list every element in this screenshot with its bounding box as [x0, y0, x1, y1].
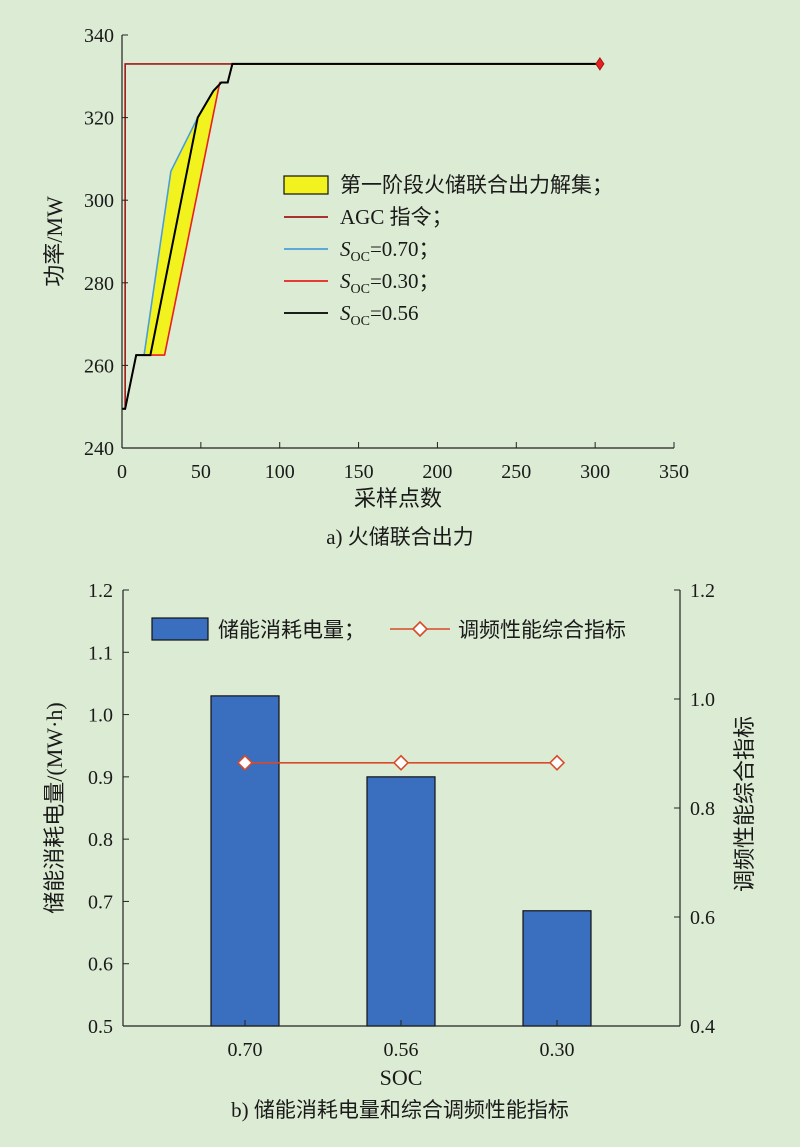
y-tick-label: 0.8: [88, 829, 113, 851]
chart-b-index-line: [236, 754, 566, 771]
legend-label-4: SOC=0.56: [340, 301, 419, 329]
y-tick-label: 260: [84, 355, 114, 377]
legend-swatch-area: [283, 175, 329, 195]
chart-b-ticks: 0.5 0.6 0.7 0.8 0.9 1.0 1.1 1.2 0.4 0.6 0.8 1.0 1.2 0…: [88, 580, 715, 1061]
y-tick-label: 1.2: [88, 580, 113, 602]
chart-b-y2-axis-label: 调频性能综合指标: [732, 716, 757, 892]
chart-a: 0 50 100 150 200 250 300 350240260280300320340 …: [42, 25, 689, 549]
x-tick-label: 0.56: [384, 1039, 419, 1061]
y2-tick-label: 0.6: [690, 907, 715, 929]
x-tick-label: 0.30: [540, 1039, 575, 1061]
y2-tick-label: 1.2: [690, 580, 715, 602]
chart-a-lines: [122, 57, 605, 410]
legend-label-0: 第一阶段火储联合出力解集；: [340, 173, 613, 197]
x-tick-label: 250: [501, 461, 531, 483]
chart-a-x-axis-label: 采样点数: [354, 486, 442, 511]
x-tick-label: 0.70: [228, 1039, 263, 1061]
legend-label-main: S: [340, 301, 351, 325]
chart-b: 0.5 0.6 0.7 0.8 0.9 1.0 1.1 1.2 0.4 0.6 0.8 1.0 1.2 0…: [42, 580, 757, 1122]
y-tick-label: 1.1: [88, 642, 113, 664]
series-line-1: [122, 63, 600, 410]
x-tick-label: 100: [265, 461, 295, 483]
series-line-2: [122, 63, 600, 410]
chart-a-solution-band: [136, 82, 222, 356]
chart-b-x-axis-label: SOC: [380, 1065, 423, 1090]
x-tick-label: 300: [580, 461, 610, 483]
legend-label-2: SOC=0.70；: [340, 237, 440, 265]
legend-label-3: SOC=0.30；: [340, 269, 440, 297]
series-line-3: [122, 62, 600, 410]
solution-set-area: [136, 82, 222, 356]
legend-label-rest: =0.56: [370, 301, 419, 325]
series-line-0: [122, 63, 600, 410]
y2-tick-label: 1.0: [690, 689, 715, 711]
y-tick-label: 0.9: [88, 767, 113, 789]
legend-label-sub: OC: [351, 250, 370, 265]
chart-b-bars: [210, 695, 592, 1027]
bar-soc-0.70: [210, 695, 280, 1027]
bar-soc-0.30: [522, 910, 592, 1027]
y2-tick-label: 0.4: [690, 1016, 715, 1038]
end-marker: [595, 57, 605, 71]
legend-label-index: 调频性能综合指标: [458, 618, 626, 642]
chart-b-legend: 储能消耗电量； 调频性能综合指标: [151, 617, 626, 642]
x-tick-label: 200: [422, 461, 452, 483]
y-tick-label: 300: [84, 190, 114, 212]
bar-soc-0.56: [366, 776, 436, 1027]
legend-swatch-bar: [151, 617, 209, 641]
y-tick-label: 0.5: [88, 1016, 113, 1038]
y-tick-label: 0.7: [88, 891, 113, 913]
chart-b-y-axis-label: 储能消耗电量/(MW·h): [42, 702, 67, 913]
x-tick-label: 350: [659, 461, 689, 483]
legend-label-energy: 储能消耗电量；: [218, 618, 365, 642]
chart-a-axes: [121, 35, 674, 449]
legend-label-rest: =0.30；: [370, 269, 440, 293]
chart-a-ticks: 0 50 100 150 200 250 300 350 240 260 280 300 320 340: [84, 25, 689, 483]
chart-a-legend: 第一阶段火储联合出力解集；AGC 指令；SOC=0.70；SOC=0.30；SO…: [283, 173, 613, 329]
y-tick-label: 1.0: [88, 705, 113, 727]
y-tick-label: 340: [84, 25, 114, 47]
y-tick-label: 280: [84, 273, 114, 295]
y-tick-label: 320: [84, 108, 114, 130]
y2-tick-label: 0.8: [690, 798, 715, 820]
legend-label-main: S: [340, 269, 351, 293]
index-marker: [548, 754, 566, 771]
chart-a-caption: a) 火储联合出力: [326, 525, 474, 549]
y-tick-label: 0.6: [88, 954, 113, 976]
legend-swatch-diamond: [411, 620, 429, 638]
x-tick-label: 0: [117, 461, 127, 483]
legend-label-rest: =0.70；: [370, 237, 440, 261]
index-marker: [236, 754, 254, 771]
chart-a-y-axis-label: 功率/MW: [42, 196, 67, 287]
chart-b-caption: b) 储能消耗电量和综合调频性能指标: [231, 1098, 569, 1122]
x-tick-label: 50: [191, 461, 211, 483]
index-marker: [392, 754, 410, 771]
legend-label-main: S: [340, 237, 351, 261]
legend-label-sub: OC: [351, 282, 370, 297]
legend-label-1: AGC 指令；: [340, 205, 453, 229]
x-tick-label: 150: [344, 461, 374, 483]
y-tick-label: 240: [84, 438, 114, 460]
legend-label-sub: OC: [351, 314, 370, 329]
